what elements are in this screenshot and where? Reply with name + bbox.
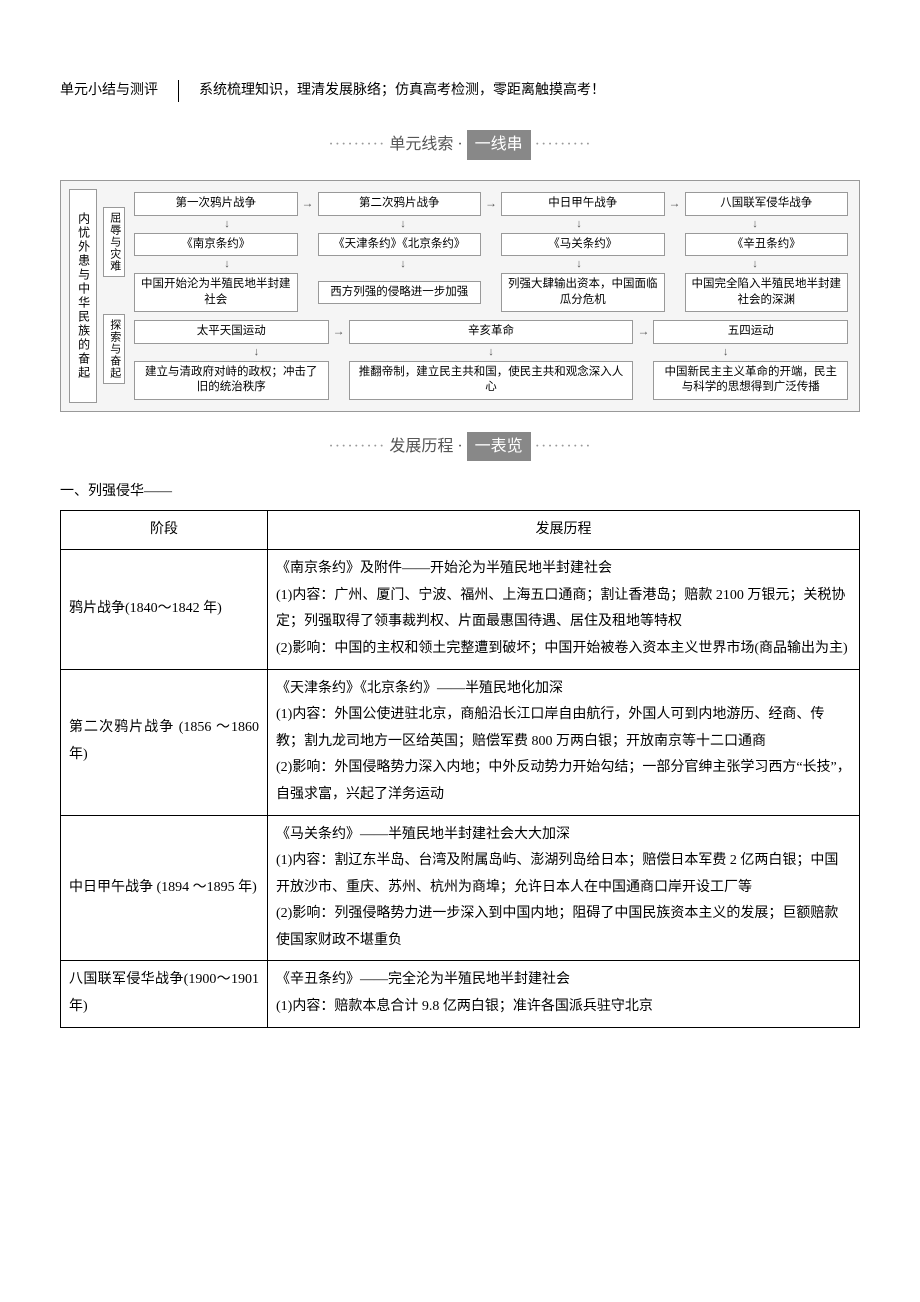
fc-box: 第一次鸦片战争 xyxy=(134,192,298,216)
dots-icon: ········· xyxy=(535,438,592,455)
banner2-prefix: 发展历程 · xyxy=(389,438,466,455)
header-left: 单元小结与测评 xyxy=(60,80,179,102)
fc-box: 五四运动 xyxy=(653,320,848,344)
fc-top-row2: 《南京条约》 《天津条约》《北京条约》 《马关条约》 《辛丑条约》 xyxy=(131,233,851,257)
arrow-right-icon: → xyxy=(332,322,346,341)
fc-box: 中国完全陷入半殖民地半封建社会的深渊 xyxy=(685,273,849,312)
table-row: 鸦片战争(1840～1842 年)《南京条约》及附件——开始沦为半殖民地半封建社… xyxy=(61,550,860,669)
flowchart-body: 第一次鸦片战争 → 第二次鸦片战争 → 中日甲午战争 → 八国联军侵华战争 ↓↓… xyxy=(131,189,851,403)
development-table: 阶段 发展历程 鸦片战争(1840～1842 年)《南京条约》及附件——开始沦为… xyxy=(60,510,860,1028)
banner1-pill: 一线串 xyxy=(467,130,531,160)
fc-box: 推翻帝制，建立民主共和国，使民主共和观念深入人心 xyxy=(349,361,634,400)
cell-content: 《南京条约》及附件——开始沦为半殖民地半封建社会 (1)内容：广州、厦门、宁波、… xyxy=(268,550,860,669)
cell-content: 《辛丑条约》——完全沦为半殖民地半封建社会 (1)内容：赔款本息合计 9.8 亿… xyxy=(268,961,860,1027)
cell-stage: 八国联军侵华战争(1900～1901 年) xyxy=(61,961,268,1027)
fc-box: 第二次鸦片战争 xyxy=(318,192,482,216)
section-banner-2: ········· 发展历程 · 一表览 ········· xyxy=(60,432,860,462)
fc-box: 《天津条约》《北京条约》 xyxy=(318,233,482,257)
fc-box: 中国新民主主义革命的开端，民主与科学的思想得到广泛传播 xyxy=(653,361,848,400)
fc-box: 中国开始沦为半殖民地半封建社会 xyxy=(134,273,298,312)
banner2-pill: 一表览 xyxy=(467,432,531,462)
fc-box: 列强大肆输出资本，中国面临瓜分危机 xyxy=(501,273,665,312)
cell-stage: 第二次鸦片战争 (1856 ～1860 年) xyxy=(61,669,268,815)
arrow-down-row: ↓↓↓ xyxy=(139,347,843,358)
fc-box: 八国联军侵华战争 xyxy=(685,192,849,216)
arrow-right-icon: → xyxy=(301,194,315,213)
fc-box: 《马关条约》 xyxy=(501,233,665,257)
arrow-right-icon: → xyxy=(484,194,498,213)
fc-box: 《南京条约》 xyxy=(134,233,298,257)
flowchart: 内忧外患与中华民族的奋起 屈辱与灾难 探索与奋起 第一次鸦片战争 → 第二次鸦片… xyxy=(60,180,860,412)
cell-stage: 中日甲午战争 (1894 ～1895 年) xyxy=(61,815,268,961)
dots-icon: ········· xyxy=(535,136,592,153)
arrow-down-row: ↓↓↓↓ xyxy=(139,219,843,230)
fc-box: 太平天国运动 xyxy=(134,320,329,344)
cell-content: 《天津条约》《北京条约》——半殖民地化加深 (1)内容：外国公使进驻北京，商船沿… xyxy=(268,669,860,815)
fc-box: 中日甲午战争 xyxy=(501,192,665,216)
flowchart-main-label: 内忧外患与中华民族的奋起 xyxy=(69,189,97,403)
fc-bottom-row2: 建立与清政府对峙的政权；冲击了旧的统治秩序 推翻帝制，建立民主共和国，使民主共和… xyxy=(131,361,851,400)
th-stage: 阶段 xyxy=(61,510,268,550)
table-header-row: 阶段 发展历程 xyxy=(61,510,860,550)
table-row: 中日甲午战争 (1894 ～1895 年)《马关条约》——半殖民地半封建社会大大… xyxy=(61,815,860,961)
section-banner-1: ········· 单元线索 · 一线串 ········· xyxy=(60,130,860,160)
fc-box: 辛亥革命 xyxy=(349,320,634,344)
arrow-right-icon: → xyxy=(668,194,682,213)
dots-icon: ········· xyxy=(328,136,385,153)
arrow-right-icon: → xyxy=(636,322,650,341)
fc-box: 西方列强的侵略进一步加强 xyxy=(318,281,482,305)
fc-box: 《辛丑条约》 xyxy=(685,233,849,257)
flowchart-sub-column: 屈辱与灾难 探索与奋起 xyxy=(103,189,125,403)
cell-content: 《马关条约》——半殖民地半封建社会大大加深 (1)内容：割辽东半岛、台湾及附属岛… xyxy=(268,815,860,961)
fc-bottom-row1: 太平天国运动 → 辛亥革命 → 五四运动 xyxy=(131,320,851,344)
banner1-prefix: 单元线索 · xyxy=(389,136,466,153)
subtitle: 一、列强侵华—— xyxy=(60,481,860,503)
fc-top-row1: 第一次鸦片战争 → 第二次鸦片战争 → 中日甲午战争 → 八国联军侵华战争 xyxy=(131,192,851,216)
arrow-down-row: ↓↓↓↓ xyxy=(139,259,843,270)
fc-box: 建立与清政府对峙的政权；冲击了旧的统治秩序 xyxy=(134,361,329,400)
table-row: 八国联军侵华战争(1900～1901 年)《辛丑条约》——完全沦为半殖民地半封建… xyxy=(61,961,860,1027)
page-header: 单元小结与测评 系统梳理知识，理清发展脉络；仿真高考检测，零距离触摸高考！ xyxy=(60,80,860,102)
flowchart-sub-top: 屈辱与灾难 xyxy=(103,207,125,277)
fc-top-row3: 中国开始沦为半殖民地半封建社会 西方列强的侵略进一步加强 列强大肆输出资本，中国… xyxy=(131,273,851,312)
header-right: 系统梳理知识，理清发展脉络；仿真高考检测，零距离触摸高考！ xyxy=(179,80,605,102)
th-content: 发展历程 xyxy=(268,510,860,550)
dots-icon: ········· xyxy=(328,438,385,455)
table-row: 第二次鸦片战争 (1856 ～1860 年)《天津条约》《北京条约》——半殖民地… xyxy=(61,669,860,815)
flowchart-sub-bottom: 探索与奋起 xyxy=(103,314,125,384)
cell-stage: 鸦片战争(1840～1842 年) xyxy=(61,550,268,669)
